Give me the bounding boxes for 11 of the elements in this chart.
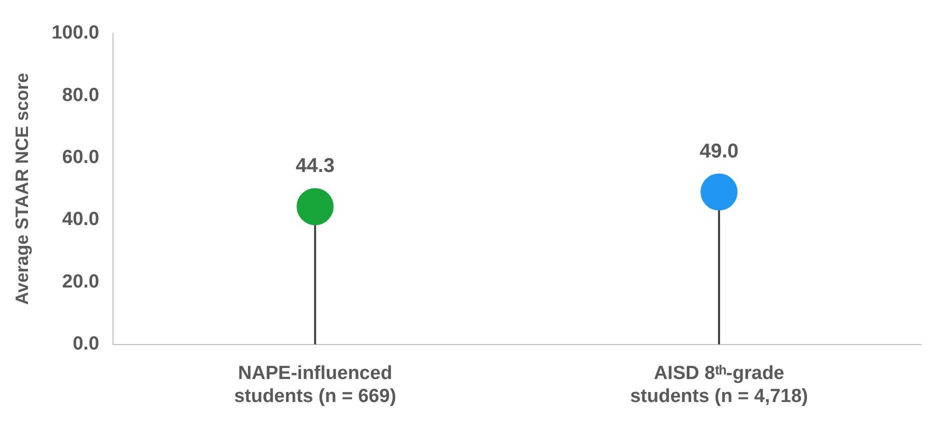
y-tick-label: 100.0 <box>52 22 100 44</box>
y-axis-title: Average STAAR NCE score <box>12 72 32 305</box>
x-tick-label: AISD 8ᵗʰ-grade students (n = 4,718) <box>630 363 808 407</box>
y-tick-label: 40.0 <box>62 209 100 230</box>
y-tick-label: 60.0 <box>62 147 100 168</box>
x-tick-label: NAPE-influenced students (n = 669) <box>234 363 396 407</box>
data-label: 44.3 <box>296 155 335 178</box>
y-tick-label: 80.0 <box>62 84 100 106</box>
y-tick-label: 0.0 <box>72 334 100 355</box>
data-label: 49.0 <box>700 140 739 163</box>
y-tick-label: 20.0 <box>62 271 100 292</box>
